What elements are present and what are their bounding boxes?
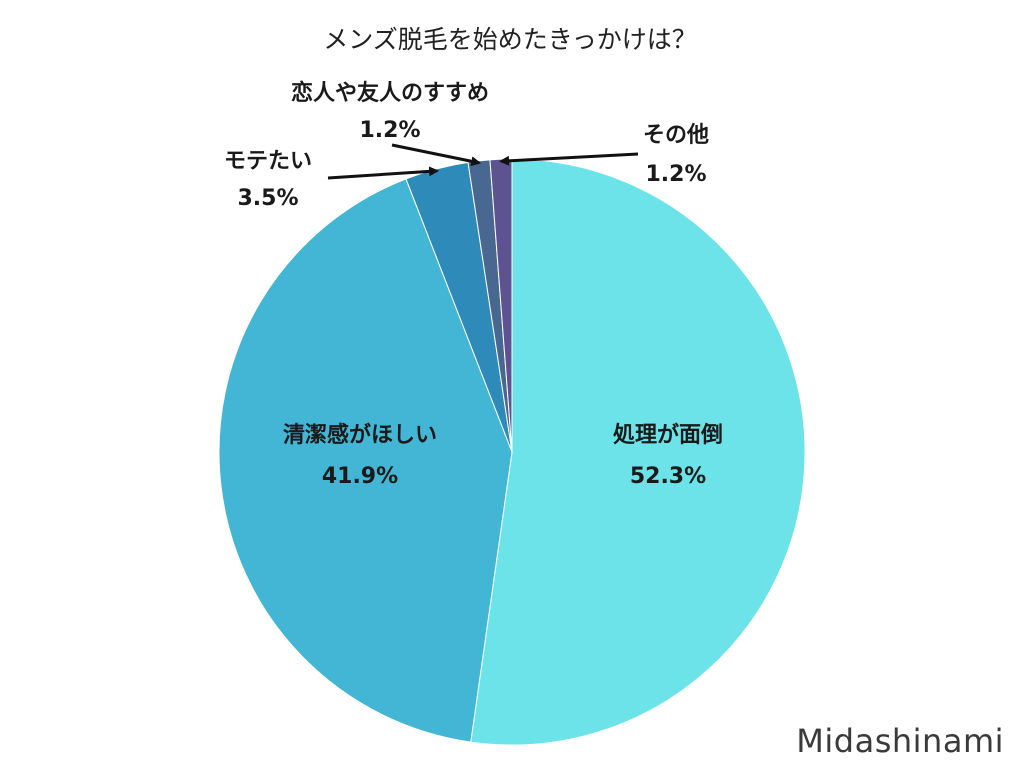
pie-slice — [470, 158, 806, 746]
slice-label: 恋人や友人のすすめ — [291, 80, 489, 106]
callout-arrow — [327, 166, 440, 180]
chart-title: メンズ脱毛を始めたきっかけは？ — [323, 25, 697, 54]
slice-label: 処理が面倒 — [613, 422, 723, 448]
callout-arrows — [327, 143, 639, 180]
callout-arrow — [391, 143, 482, 167]
callout-arrow — [499, 152, 639, 166]
watermark: Midashinami — [796, 722, 1004, 760]
slice-value-label: 1.2% — [645, 162, 706, 187]
slice-value-label: 1.2% — [359, 118, 420, 143]
slice-label: その他 — [643, 123, 709, 148]
slice-value-label: 3.5% — [237, 186, 298, 211]
slice-value-label: 52.3% — [630, 464, 706, 489]
slice-labels: 処理が面倒 52.3% 清潔感がほしい 41.9% モテたい 3.5% 恋人や友人のすすめ 1… — [224, 80, 723, 489]
pie-slices — [218, 158, 806, 746]
slice-value-label: 41.9% — [322, 464, 398, 489]
slice-label: モテたい — [224, 149, 312, 174]
pie-slice — [218, 178, 513, 743]
slice-label: 清潔感がほしい — [283, 422, 437, 448]
